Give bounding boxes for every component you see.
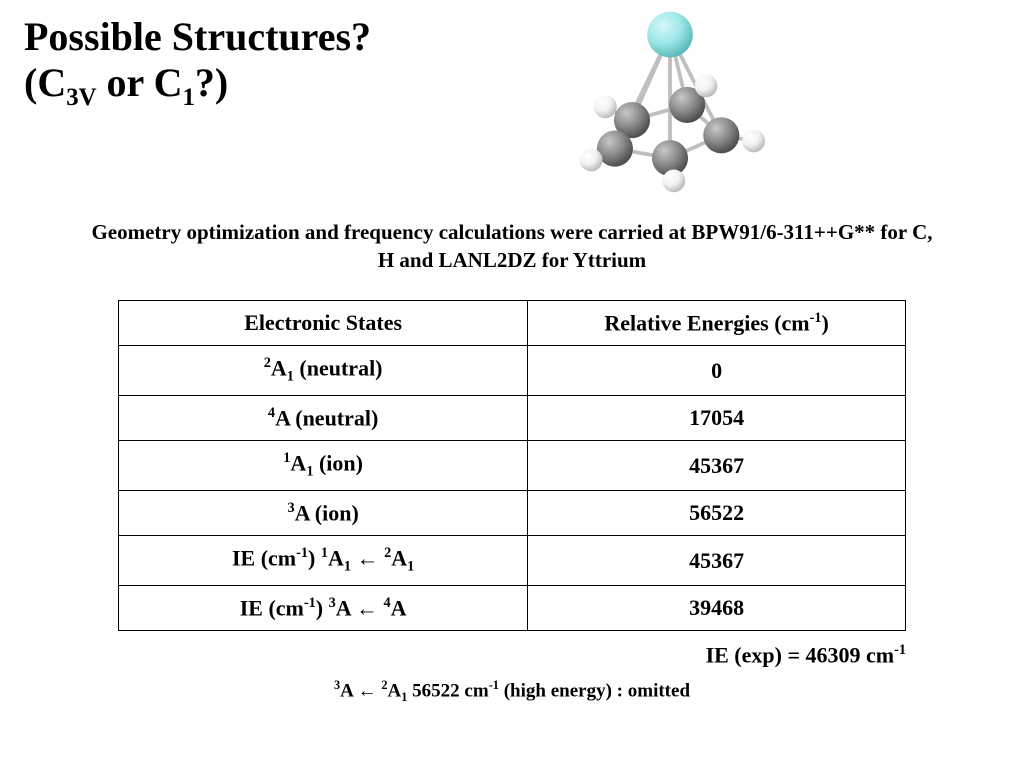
- atom-c3: [703, 117, 739, 153]
- cell-energy: 45367: [528, 441, 906, 491]
- col-header-states: Electronic States: [119, 301, 528, 346]
- cell-energy: 0: [528, 346, 906, 396]
- cell-energy: 39468: [528, 586, 906, 631]
- atom-h4: [742, 130, 765, 153]
- table-row: 4A (neutral)17054: [119, 396, 906, 441]
- table-row: IE (cm-1) 1A1 ← 2A145367: [119, 536, 906, 586]
- cell-state: 3A (ion): [119, 491, 528, 536]
- atom-h1: [580, 149, 603, 172]
- title-line-1: Possible Structures?: [24, 14, 371, 59]
- method-description: Geometry optimization and frequency calc…: [0, 218, 1024, 275]
- atom-h5: [662, 170, 685, 193]
- table-row: 2A1 (neutral)0: [119, 346, 906, 396]
- cell-state: 2A1 (neutral): [119, 346, 528, 396]
- cell-state: IE (cm-1) 1A1 ← 2A1: [119, 536, 528, 586]
- atom-y: [647, 12, 693, 58]
- atom-h2: [594, 95, 617, 118]
- molecule-diagram: [540, 8, 800, 198]
- table-header-row: Electronic States Relative Energies (cm-…: [119, 301, 906, 346]
- table-row: 1A1 (ion)45367: [119, 441, 906, 491]
- slide-title: Possible Structures? (C3V or C1?): [24, 14, 371, 113]
- table-row: IE (cm-1) 3A ← 4A39468: [119, 586, 906, 631]
- table-row: 3A (ion)56522: [119, 491, 906, 536]
- title-line-2: (C3V or C1?): [24, 60, 228, 105]
- cell-state: IE (cm-1) 3A ← 4A: [119, 586, 528, 631]
- ie-experimental: IE (exp) = 46309 cm-1: [510, 642, 906, 668]
- cell-state: 4A (neutral): [119, 396, 528, 441]
- cell-state: 1A1 (ion): [119, 441, 528, 491]
- cell-energy: 17054: [528, 396, 906, 441]
- cell-energy: 45367: [528, 536, 906, 586]
- atom-h3: [695, 75, 718, 98]
- cell-energy: 56522: [528, 491, 906, 536]
- energies-table: Electronic States Relative Energies (cm-…: [118, 300, 906, 631]
- col-header-energies: Relative Energies (cm-1): [528, 301, 906, 346]
- footnote-omitted: 3A ← 2A1 56522 cm-1 (high energy) : omit…: [0, 678, 1024, 705]
